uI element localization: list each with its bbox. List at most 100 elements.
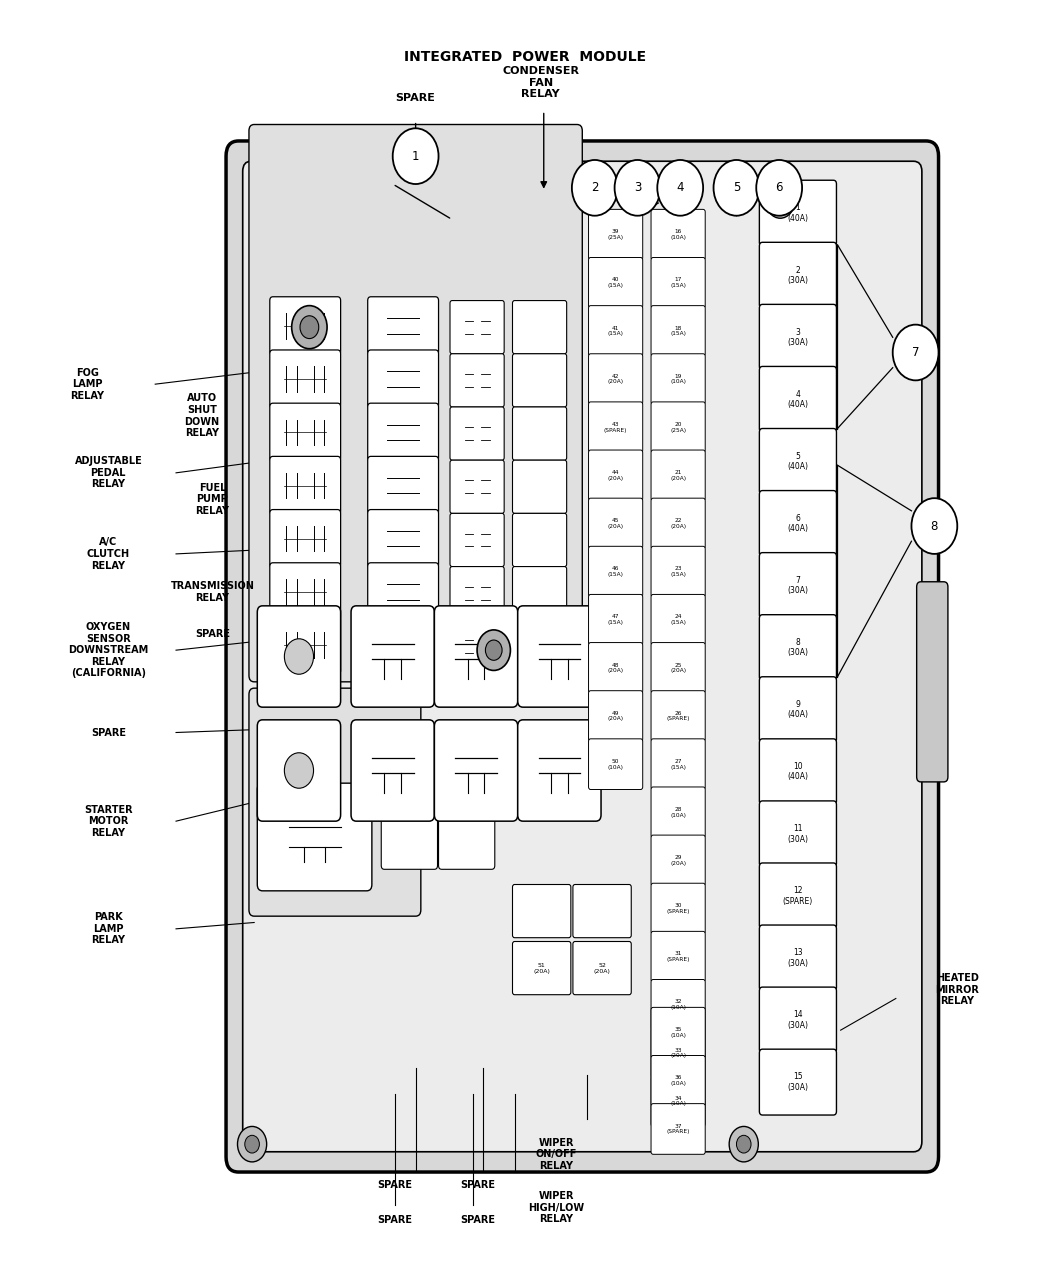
FancyBboxPatch shape xyxy=(270,510,340,567)
FancyBboxPatch shape xyxy=(270,349,340,408)
Text: 9
(40A): 9 (40A) xyxy=(788,700,808,719)
Text: 1: 1 xyxy=(412,149,419,163)
Circle shape xyxy=(572,159,617,215)
FancyBboxPatch shape xyxy=(589,306,643,356)
FancyBboxPatch shape xyxy=(243,161,922,1151)
Circle shape xyxy=(237,1126,267,1162)
FancyBboxPatch shape xyxy=(351,720,435,821)
FancyBboxPatch shape xyxy=(589,594,643,645)
Text: 8: 8 xyxy=(930,519,938,533)
FancyBboxPatch shape xyxy=(450,514,504,566)
Text: 36
(10A): 36 (10A) xyxy=(670,1075,686,1086)
Text: 3: 3 xyxy=(634,181,642,194)
Text: 19
(10A): 19 (10A) xyxy=(670,374,686,385)
FancyBboxPatch shape xyxy=(759,428,837,495)
FancyBboxPatch shape xyxy=(651,787,706,838)
FancyBboxPatch shape xyxy=(270,297,340,354)
Text: 51
(20A): 51 (20A) xyxy=(533,963,550,974)
FancyBboxPatch shape xyxy=(450,301,504,353)
Text: 5
(40A): 5 (40A) xyxy=(788,451,808,472)
Text: 7: 7 xyxy=(911,346,920,360)
FancyBboxPatch shape xyxy=(368,297,439,354)
Text: 16
(10A): 16 (10A) xyxy=(670,230,686,240)
Text: 12
(SPARE): 12 (SPARE) xyxy=(783,886,813,905)
FancyBboxPatch shape xyxy=(589,738,643,789)
FancyBboxPatch shape xyxy=(759,926,837,991)
FancyBboxPatch shape xyxy=(759,366,837,432)
Text: HEATED
MIRROR
RELAY: HEATED MIRROR RELAY xyxy=(936,973,980,1006)
Text: PARK
LAMP
RELAY: PARK LAMP RELAY xyxy=(91,912,125,946)
Text: ADJUSTABLE
PEDAL
RELAY: ADJUSTABLE PEDAL RELAY xyxy=(75,456,142,490)
FancyBboxPatch shape xyxy=(512,941,571,994)
Text: 30
(SPARE): 30 (SPARE) xyxy=(667,903,690,914)
Text: 7
(30A): 7 (30A) xyxy=(788,576,808,595)
FancyBboxPatch shape xyxy=(651,931,706,982)
FancyBboxPatch shape xyxy=(512,460,567,514)
Text: 3
(30A): 3 (30A) xyxy=(788,328,808,347)
Text: 35
(10A): 35 (10A) xyxy=(670,1028,686,1038)
FancyBboxPatch shape xyxy=(518,606,601,708)
Text: 47
(15A): 47 (15A) xyxy=(608,615,624,625)
FancyBboxPatch shape xyxy=(573,885,631,937)
FancyBboxPatch shape xyxy=(917,581,948,782)
FancyBboxPatch shape xyxy=(435,720,518,821)
FancyBboxPatch shape xyxy=(759,863,837,928)
Circle shape xyxy=(714,159,759,215)
Circle shape xyxy=(285,752,314,788)
FancyBboxPatch shape xyxy=(368,510,439,567)
FancyBboxPatch shape xyxy=(512,353,567,407)
Text: 11
(30A): 11 (30A) xyxy=(788,824,808,844)
Text: SPARE: SPARE xyxy=(195,629,230,639)
Text: 27
(15A): 27 (15A) xyxy=(670,759,686,770)
Text: 46
(15A): 46 (15A) xyxy=(608,566,624,578)
Text: FUEL
PUMP
RELAY: FUEL PUMP RELAY xyxy=(195,483,230,516)
FancyBboxPatch shape xyxy=(651,499,706,548)
FancyBboxPatch shape xyxy=(589,258,643,309)
Text: 43
(SPARE): 43 (SPARE) xyxy=(604,422,627,432)
FancyBboxPatch shape xyxy=(435,606,518,708)
FancyBboxPatch shape xyxy=(368,349,439,408)
Text: SPARE: SPARE xyxy=(461,1215,496,1225)
FancyBboxPatch shape xyxy=(759,801,837,867)
FancyBboxPatch shape xyxy=(270,403,340,462)
Text: 31
(SPARE): 31 (SPARE) xyxy=(667,951,690,963)
Text: CONDENSER
FAN
RELAY: CONDENSER FAN RELAY xyxy=(502,66,580,99)
Circle shape xyxy=(756,159,802,215)
FancyBboxPatch shape xyxy=(450,566,504,620)
FancyBboxPatch shape xyxy=(651,1104,706,1154)
Text: 33
(20A): 33 (20A) xyxy=(670,1048,687,1058)
Circle shape xyxy=(485,640,502,660)
FancyBboxPatch shape xyxy=(651,738,706,789)
Circle shape xyxy=(765,182,795,218)
Text: 15
(30A): 15 (30A) xyxy=(788,1072,808,1091)
Text: WIPER
HIGH/LOW
RELAY: WIPER HIGH/LOW RELAY xyxy=(528,1191,584,1224)
Text: 32
(10A): 32 (10A) xyxy=(670,1000,686,1010)
Text: 13
(30A): 13 (30A) xyxy=(788,949,808,968)
Circle shape xyxy=(736,1135,751,1153)
FancyBboxPatch shape xyxy=(651,1007,706,1058)
Text: 21
(20A): 21 (20A) xyxy=(670,470,687,481)
Text: 48
(20A): 48 (20A) xyxy=(608,663,624,673)
FancyBboxPatch shape xyxy=(450,407,504,460)
FancyBboxPatch shape xyxy=(651,1056,706,1107)
Circle shape xyxy=(393,129,439,184)
Text: SPARE: SPARE xyxy=(461,1179,496,1190)
Text: 29
(20A): 29 (20A) xyxy=(670,856,687,866)
FancyBboxPatch shape xyxy=(257,606,340,708)
FancyBboxPatch shape xyxy=(651,258,706,309)
FancyBboxPatch shape xyxy=(450,620,504,673)
FancyBboxPatch shape xyxy=(651,643,706,694)
FancyBboxPatch shape xyxy=(651,306,706,356)
Text: 6: 6 xyxy=(775,181,783,194)
FancyBboxPatch shape xyxy=(270,456,340,515)
FancyBboxPatch shape xyxy=(368,562,439,621)
FancyBboxPatch shape xyxy=(512,301,567,353)
Circle shape xyxy=(773,191,788,209)
Text: 50
(10A): 50 (10A) xyxy=(608,759,624,770)
FancyBboxPatch shape xyxy=(651,450,706,501)
FancyBboxPatch shape xyxy=(351,606,435,708)
FancyBboxPatch shape xyxy=(651,884,706,933)
Circle shape xyxy=(657,159,704,215)
Circle shape xyxy=(300,316,319,339)
Text: 23
(15A): 23 (15A) xyxy=(670,566,686,578)
